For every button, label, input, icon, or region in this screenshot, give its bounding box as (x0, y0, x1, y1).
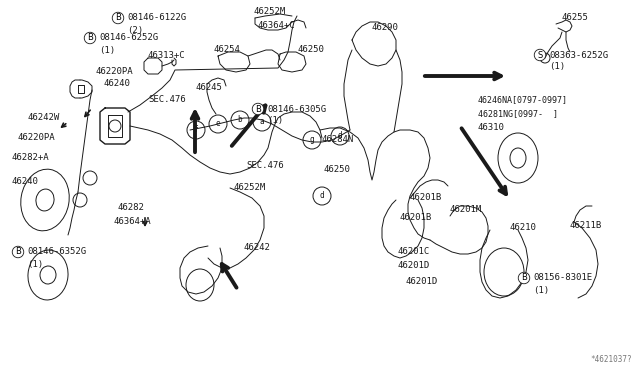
Text: 08146-6252G: 08146-6252G (99, 33, 158, 42)
Text: 08363-6252G: 08363-6252G (549, 51, 608, 60)
Text: 46364+A: 46364+A (113, 218, 150, 227)
Text: 08146-6305G: 08146-6305G (267, 105, 326, 113)
Text: 46220PA: 46220PA (18, 134, 56, 142)
Text: 46290: 46290 (372, 23, 399, 32)
Text: 08146-6352G: 08146-6352G (27, 247, 86, 257)
Text: 46252M: 46252M (234, 183, 266, 192)
Text: 46246NA[0797-0997]: 46246NA[0797-0997] (478, 96, 568, 105)
Text: B: B (255, 105, 261, 113)
Text: 46255: 46255 (561, 13, 588, 22)
Text: 46281NG[0997-  ]: 46281NG[0997- ] (478, 109, 558, 119)
Text: SEC.476: SEC.476 (246, 160, 284, 170)
Text: 46210: 46210 (510, 224, 537, 232)
Text: SEC.476: SEC.476 (148, 96, 186, 105)
Text: 46242: 46242 (243, 244, 270, 253)
Text: S: S (538, 51, 543, 60)
Text: (1): (1) (27, 260, 43, 269)
Text: d: d (338, 131, 342, 141)
Text: 08146-6122G: 08146-6122G (127, 13, 186, 22)
Text: 46220PA: 46220PA (95, 67, 132, 77)
Text: 46201B: 46201B (410, 192, 442, 202)
Text: 46282+A: 46282+A (12, 154, 50, 163)
Text: B: B (521, 273, 527, 282)
Text: b: b (237, 115, 243, 125)
Text: 46252M: 46252M (253, 7, 285, 16)
Text: 46211B: 46211B (570, 221, 602, 230)
Text: (2): (2) (127, 26, 143, 35)
Text: 46201M: 46201M (450, 205, 483, 215)
Text: 08156-8301E: 08156-8301E (533, 273, 592, 282)
Text: 46254: 46254 (213, 45, 240, 55)
Text: (1): (1) (267, 116, 283, 125)
Text: 46201B: 46201B (400, 214, 432, 222)
Text: (1): (1) (533, 285, 549, 295)
Text: *4621037?: *4621037? (590, 355, 632, 364)
Text: 46250: 46250 (323, 166, 350, 174)
Text: 46250: 46250 (298, 45, 325, 55)
Text: 46245: 46245 (196, 83, 223, 92)
Text: B: B (115, 13, 121, 22)
Text: B: B (15, 247, 21, 257)
Text: a: a (260, 118, 264, 126)
Text: 46282: 46282 (118, 202, 145, 212)
Text: g: g (310, 135, 314, 144)
Text: 46284N: 46284N (322, 135, 355, 144)
Text: B: B (87, 33, 93, 42)
Text: 46242W: 46242W (28, 113, 60, 122)
Text: 46240: 46240 (12, 177, 39, 186)
Text: (1): (1) (549, 62, 565, 71)
Text: 46310: 46310 (478, 124, 505, 132)
Text: d: d (320, 192, 324, 201)
Text: 46201C: 46201C (398, 247, 430, 257)
Text: 46201D: 46201D (398, 262, 430, 270)
Text: 46201D: 46201D (405, 278, 437, 286)
Text: 46364+C: 46364+C (258, 22, 296, 31)
Text: (1): (1) (99, 45, 115, 55)
Text: e: e (216, 119, 220, 128)
Text: 46313+C: 46313+C (148, 51, 186, 61)
Text: 46240: 46240 (103, 80, 130, 89)
Text: f: f (194, 125, 198, 135)
